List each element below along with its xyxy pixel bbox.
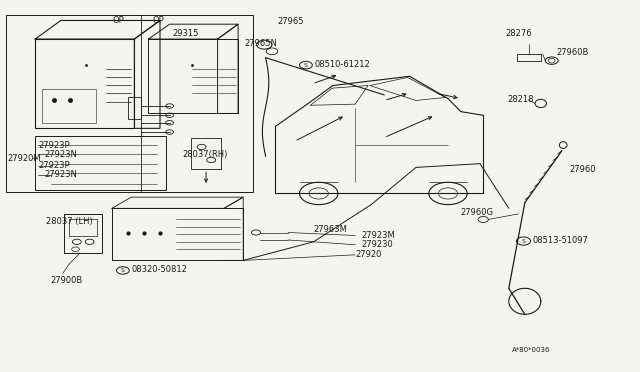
Text: 27900B: 27900B [50, 276, 82, 285]
Text: 08510-61212: 08510-61212 [315, 60, 371, 69]
Text: OP: OP [113, 16, 124, 25]
Text: 27923N: 27923N [45, 170, 77, 179]
Bar [42, 89, 96, 123]
Text: 27923P: 27923P [38, 141, 70, 150]
Text: 27923N: 27923N [45, 150, 77, 159]
Text: 27963M: 27963M [314, 225, 348, 234]
Text: 27920: 27920 [355, 250, 381, 259]
Text: 28218: 28218 [508, 95, 534, 104]
Text: 27920M: 27920M [8, 154, 42, 163]
Bar [112, 208, 243, 260]
Text: 27960G: 27960G [461, 208, 494, 217]
Text: 08513-51097: 08513-51097 [532, 236, 588, 245]
Text: 28037 (LH): 28037 (LH) [46, 217, 93, 226]
Bar [128, 97, 141, 119]
Text: S: S [121, 268, 125, 273]
Text: A*80*0036: A*80*0036 [512, 347, 550, 353]
Bar [517, 54, 541, 61]
Text: OP: OP [153, 16, 164, 25]
Text: 27960B: 27960B [557, 48, 589, 57]
Bar [148, 39, 238, 113]
Text: 08320-50812: 08320-50812 [131, 265, 187, 274]
Bar [64, 214, 102, 253]
Text: 28037(RH): 28037(RH) [182, 150, 228, 159]
Text: 27965: 27965 [277, 17, 303, 26]
Text: 29315: 29315 [173, 29, 199, 38]
Bar [69, 219, 97, 236]
Text: 27960: 27960 [570, 165, 596, 174]
Bar [35, 39, 134, 128]
Text: S: S [522, 238, 525, 244]
Text: 279230: 279230 [362, 240, 394, 249]
Text: 27923M: 27923M [362, 231, 396, 240]
Text: 27923P: 27923P [38, 161, 70, 170]
Bar [6, 15, 253, 192]
Text: S: S [304, 62, 308, 68]
Text: 27965N: 27965N [244, 39, 277, 48]
Bar [35, 136, 166, 190]
Text: 28276: 28276 [506, 29, 532, 38]
Bar [191, 138, 221, 169]
